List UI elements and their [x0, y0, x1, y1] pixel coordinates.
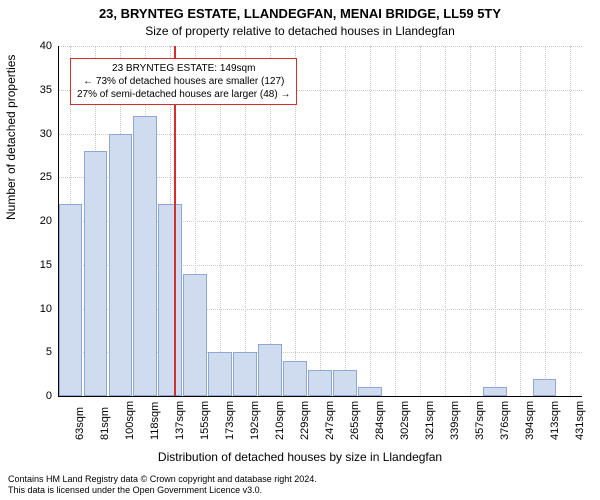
annotation-line1: 23 BRYNTEG ESTATE: 149sqm: [77, 62, 290, 75]
x-axis-line: [58, 396, 582, 397]
gridline-v: [445, 46, 446, 396]
histogram-bar: [483, 387, 507, 396]
x-tick-label: 376sqm: [499, 401, 511, 440]
y-tick-label: 40: [12, 40, 52, 52]
gridline-v: [320, 46, 321, 396]
histogram-bar: [233, 352, 257, 396]
histogram-bar: [59, 204, 83, 397]
histogram-bar: [133, 116, 157, 396]
x-tick-label: 229sqm: [299, 401, 311, 440]
gridline-v: [395, 46, 396, 396]
gridline-v: [345, 46, 346, 396]
histogram-bar: [533, 379, 557, 397]
x-tick-label: 63sqm: [74, 407, 86, 440]
x-tick-label: 155sqm: [199, 401, 211, 440]
x-tick-label: 394sqm: [524, 401, 536, 440]
x-tick-label: 321sqm: [424, 401, 436, 440]
histogram-bar: [333, 370, 357, 396]
x-tick-label: 118sqm: [149, 402, 161, 440]
histogram-bar: [208, 352, 232, 396]
gridline-v: [420, 46, 421, 396]
histogram-bar: [84, 151, 108, 396]
y-tick-label: 20: [12, 215, 52, 227]
histogram-bar: [283, 361, 307, 396]
gridline-v: [470, 46, 471, 396]
x-tick-label: 413sqm: [549, 401, 561, 440]
y-axis-line: [58, 46, 59, 396]
x-tick-label: 284sqm: [374, 401, 386, 440]
x-tick-label: 357sqm: [474, 401, 486, 440]
histogram-bar: [258, 344, 282, 397]
y-tick-label: 5: [12, 346, 52, 358]
histogram-bar: [308, 370, 332, 396]
x-tick-label: 247sqm: [324, 401, 336, 440]
footer-line1: Contains HM Land Registry data © Crown c…: [8, 474, 592, 485]
y-tick-label: 0: [12, 390, 52, 402]
x-axis-label: Distribution of detached houses by size …: [0, 450, 600, 464]
annotation-box: 23 BRYNTEG ESTATE: 149sqm ← 73% of detac…: [70, 58, 297, 105]
gridline-v: [370, 46, 371, 396]
gridline-v: [570, 46, 571, 396]
histogram-bar: [183, 274, 207, 397]
gridline-v: [520, 46, 521, 396]
y-tick-label: 15: [12, 259, 52, 271]
x-tick-label: 210sqm: [274, 401, 286, 440]
annotation-line2: ← 73% of detached houses are smaller (12…: [77, 75, 290, 88]
x-tick-label: 81sqm: [99, 407, 111, 440]
x-tick-label: 302sqm: [399, 401, 411, 440]
x-tick-label: 137sqm: [174, 401, 186, 440]
footer-attribution: Contains HM Land Registry data © Crown c…: [8, 474, 592, 496]
histogram-bar: [158, 204, 182, 397]
x-tick-label: 192sqm: [249, 401, 261, 440]
x-tick-label: 339sqm: [449, 401, 461, 440]
histogram-bar: [358, 387, 382, 396]
annotation-line3: 27% of semi-detached houses are larger (…: [77, 88, 290, 101]
y-tick-label: 25: [12, 171, 52, 183]
x-tick-label: 431sqm: [574, 401, 586, 440]
histogram-bar: [109, 134, 133, 397]
x-tick-label: 100sqm: [124, 401, 136, 440]
gridline-v: [545, 46, 546, 396]
chart-subtitle: Size of property relative to detached ho…: [0, 24, 600, 38]
x-tick-label: 173sqm: [224, 401, 236, 440]
chart-title: 23, BRYNTEG ESTATE, LLANDEGFAN, MENAI BR…: [0, 6, 600, 21]
y-tick-label: 35: [12, 84, 52, 96]
y-tick-label: 30: [12, 128, 52, 140]
gridline-v: [495, 46, 496, 396]
x-tick-label: 265sqm: [349, 401, 361, 440]
y-tick-label: 10: [12, 303, 52, 315]
footer-line2: This data is licensed under the Open Gov…: [8, 485, 592, 496]
